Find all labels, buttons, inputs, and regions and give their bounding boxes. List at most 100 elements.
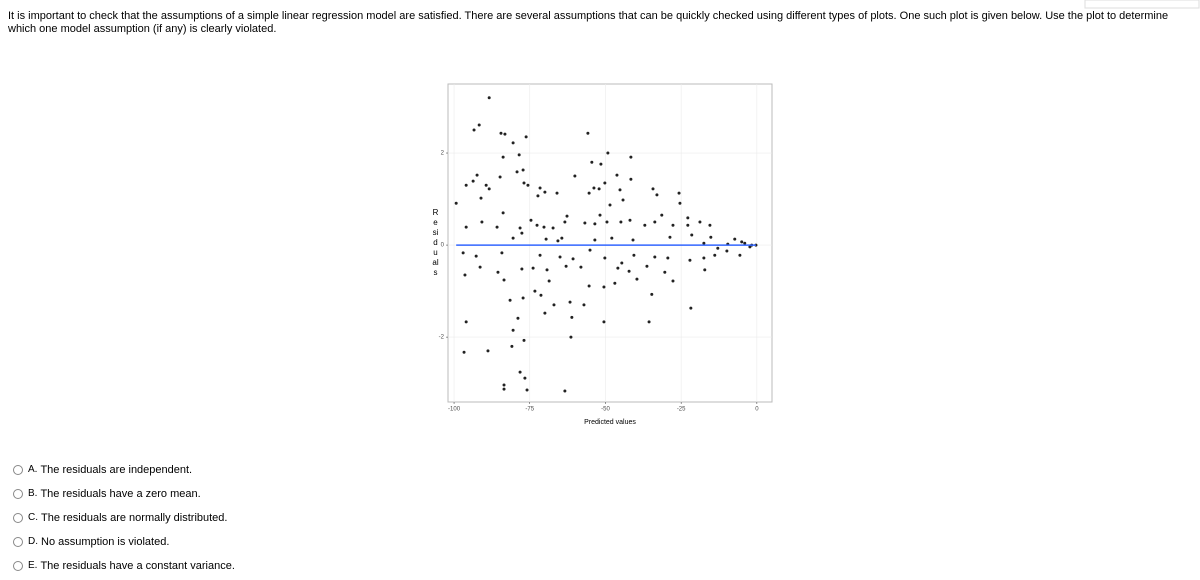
option[interactable]: E. The residuals have a constant variance… — [13, 558, 235, 574]
point — [511, 141, 515, 145]
point — [543, 190, 547, 194]
point — [587, 284, 591, 288]
point — [598, 213, 602, 217]
toolbar-box — [1084, 0, 1200, 9]
point — [627, 269, 631, 273]
option[interactable]: C. The residuals are normally distributed… — [13, 510, 227, 526]
point — [542, 225, 546, 229]
point — [565, 214, 569, 218]
point — [510, 344, 514, 348]
point — [748, 245, 752, 249]
point — [671, 279, 675, 283]
point — [521, 168, 525, 172]
option[interactable]: D. No assumption is violated. — [13, 534, 169, 550]
point — [582, 303, 586, 307]
point — [573, 174, 577, 178]
x-tick-label: -75 — [525, 407, 534, 413]
point — [650, 292, 654, 296]
option[interactable]: B. The residuals have a zero mean. — [13, 486, 201, 502]
point — [472, 128, 476, 132]
radio-button[interactable] — [13, 513, 23, 523]
point — [533, 289, 537, 293]
point — [689, 306, 693, 310]
point — [518, 370, 522, 374]
point — [686, 216, 690, 220]
point — [508, 298, 512, 302]
point — [500, 251, 504, 255]
option-text: The residuals are normally distributed. — [41, 512, 228, 524]
point — [539, 293, 543, 297]
point — [593, 238, 597, 242]
point — [651, 187, 655, 191]
x-tick-label: -100 — [448, 407, 461, 413]
point — [613, 281, 617, 285]
radio-button[interactable] — [13, 465, 23, 475]
option-text: The residuals have a zero mean. — [40, 488, 201, 500]
point — [733, 237, 737, 241]
y-tick-label: -2 — [439, 335, 445, 341]
point — [629, 177, 633, 181]
point — [599, 162, 603, 166]
radio-button[interactable] — [13, 489, 23, 499]
option-text: The residuals have a constant variance. — [40, 560, 235, 572]
point — [608, 203, 612, 207]
point — [621, 198, 625, 202]
point — [586, 131, 590, 135]
point — [518, 226, 522, 230]
point — [645, 264, 649, 268]
point — [716, 246, 720, 250]
point — [583, 221, 587, 225]
point — [471, 179, 475, 183]
point — [480, 220, 484, 224]
point — [602, 320, 606, 324]
point — [531, 266, 535, 270]
point — [516, 316, 520, 320]
point — [464, 320, 468, 324]
y-axis-label: Residuals — [432, 208, 439, 277]
option-letter: C. — [28, 512, 38, 523]
radio-button[interactable] — [13, 537, 23, 547]
point — [570, 315, 574, 319]
point — [668, 235, 672, 239]
point — [655, 193, 659, 197]
x-axis-label: Predicted values — [584, 419, 636, 426]
plot-panel — [447, 83, 773, 403]
point — [629, 155, 633, 159]
point — [610, 236, 614, 240]
y-tick-label: 0 — [441, 243, 445, 249]
point — [563, 389, 567, 393]
point — [615, 173, 619, 177]
point — [520, 267, 524, 271]
y-tick-label: 2 — [441, 151, 445, 157]
point — [552, 303, 556, 307]
point — [618, 188, 622, 192]
point — [545, 268, 549, 272]
point — [551, 226, 555, 230]
option-text: No assumption is violated. — [41, 536, 170, 548]
point — [698, 220, 702, 224]
point — [743, 241, 747, 245]
point — [475, 173, 479, 177]
x-tick-label: -25 — [677, 407, 686, 413]
point — [479, 196, 483, 200]
point — [536, 194, 540, 198]
option[interactable]: A. The residuals are independent. — [13, 462, 192, 478]
radio-button[interactable] — [13, 561, 23, 571]
point — [502, 387, 506, 391]
point — [515, 170, 519, 174]
point — [522, 338, 526, 342]
point — [544, 237, 548, 241]
point — [462, 350, 466, 354]
point — [709, 235, 713, 239]
point — [690, 233, 694, 237]
point — [588, 248, 592, 252]
point — [605, 220, 609, 224]
point — [474, 254, 478, 258]
point — [686, 223, 690, 227]
point — [524, 135, 528, 139]
point — [535, 223, 539, 227]
point — [671, 223, 675, 227]
point — [555, 191, 559, 195]
point — [563, 220, 567, 224]
